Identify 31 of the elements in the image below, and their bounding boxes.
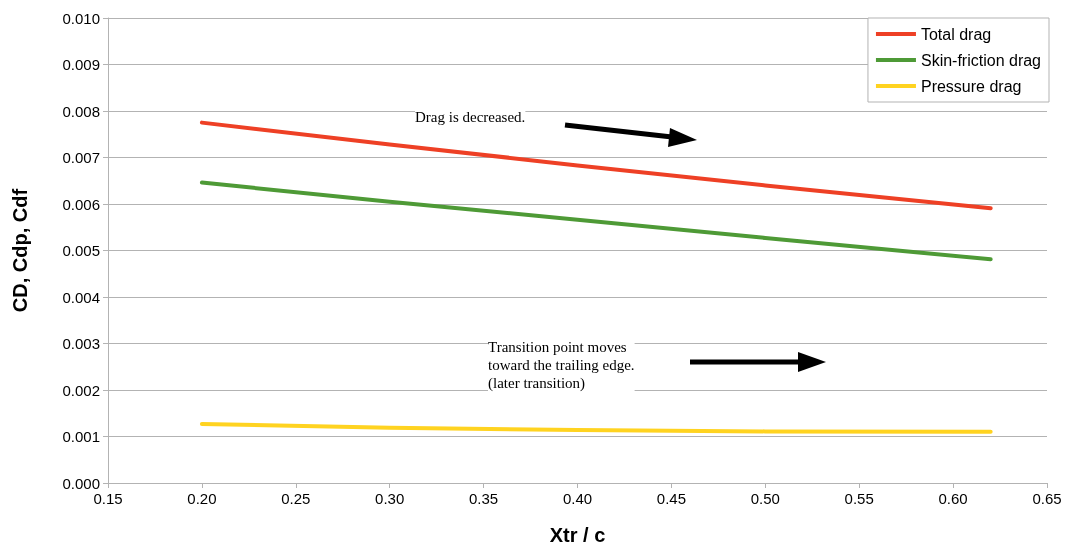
legend-label: Total drag [920,25,992,43]
legend-label: Pressure drag [920,77,1022,95]
x-tick-label: 0.15 [93,490,123,507]
y-axis-title: CD, Cdp, Cdf [9,188,31,313]
x-axis-title: Xtr / c [549,524,606,546]
line-series [199,180,993,262]
y-tick-label: 0.001 [62,428,100,445]
y-tick-label: 0.007 [62,149,100,166]
y-tick-label: 0.008 [62,102,100,120]
x-tick-label: 0.55 [844,490,874,507]
x-tick-label: 0.20 [187,490,217,507]
y-tick-label: 0.003 [62,335,100,352]
y-tick-label: 0.006 [62,195,100,213]
x-tick-label: 0.30 [375,490,405,507]
y-tick-label: 0.002 [62,381,100,399]
x-tick-label: 0.65 [1032,490,1062,507]
x-tick-label: 0.40 [562,490,593,507]
x-tick-label: 0.45 [656,490,686,507]
y-tick-label: 0.009 [62,56,100,73]
x-tick-label: 0.35 [469,490,499,507]
annotation: Drag is decreased. [415,109,526,125]
annotation: Transition point moves toward the trailing edge. (later transition) [488,339,635,392]
y-tick-label: 0.004 [62,288,100,306]
legend-label: Skin-friction drag [920,51,1041,69]
line-series [199,421,993,434]
x-tick-label: 0.50 [750,490,780,507]
y-tick-label: 0.000 [62,474,100,492]
x-tick-label: 0.60 [938,490,968,507]
x-tick-label: 0.25 [281,490,311,507]
y-tick-label: 0.005 [62,242,100,259]
y-tick-label: 0.010 [62,9,100,27]
